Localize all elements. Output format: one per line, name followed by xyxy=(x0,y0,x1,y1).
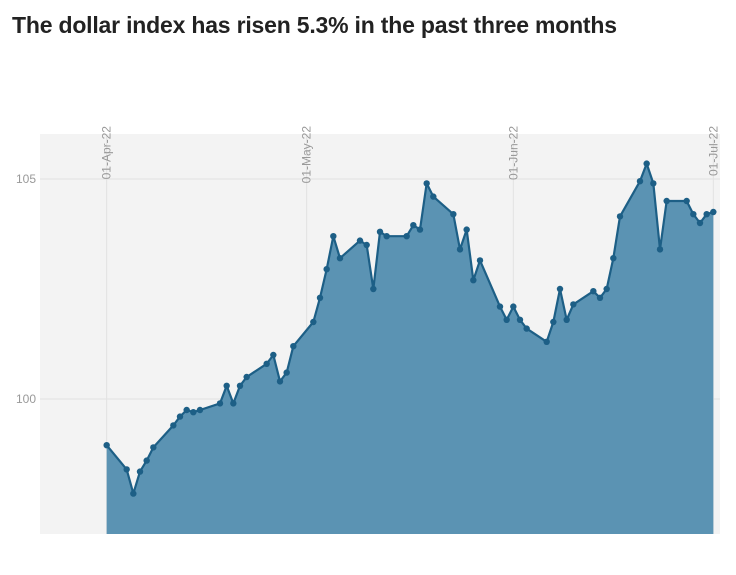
data-point xyxy=(283,369,290,376)
data-point xyxy=(603,285,610,293)
data-point xyxy=(270,351,277,359)
data-point xyxy=(370,285,377,293)
data-point xyxy=(290,343,297,350)
data-point xyxy=(336,255,344,262)
data-point xyxy=(223,382,230,389)
data-point xyxy=(656,246,664,253)
data-point xyxy=(696,219,704,227)
data-point xyxy=(190,409,197,416)
data-point xyxy=(383,233,390,240)
data-point xyxy=(236,382,244,389)
data-point xyxy=(596,294,604,301)
x-tick-label: 01-Jul-22 xyxy=(706,126,720,176)
data-point xyxy=(183,406,190,414)
data-point xyxy=(316,294,324,301)
data-point xyxy=(510,303,517,310)
data-point xyxy=(450,211,457,218)
data-point xyxy=(310,318,317,326)
data-point xyxy=(130,490,137,497)
data-point xyxy=(150,444,157,451)
x-tick-label: 01-Apr-22 xyxy=(100,126,114,180)
data-point xyxy=(170,422,177,429)
data-point xyxy=(430,193,437,200)
data-point xyxy=(636,178,644,185)
data-point xyxy=(196,406,204,414)
data-point xyxy=(123,466,130,473)
data-point xyxy=(456,246,464,253)
y-tick-label: 105 xyxy=(16,172,36,186)
data-point xyxy=(556,285,564,293)
y-axis-labels: 100 105 xyxy=(16,172,36,406)
series-line xyxy=(105,162,714,495)
data-point xyxy=(650,180,657,187)
data-point xyxy=(616,213,624,220)
data-point xyxy=(570,301,577,308)
data-point xyxy=(276,378,284,385)
data-point xyxy=(136,468,144,475)
data-point xyxy=(176,413,184,420)
data-point xyxy=(243,373,250,381)
data-point xyxy=(543,338,550,345)
data-point xyxy=(710,208,717,216)
x-tick-label: 01-Jun-22 xyxy=(506,126,520,180)
data-point xyxy=(683,197,690,205)
data-point xyxy=(476,257,484,264)
data-point xyxy=(230,400,237,407)
data-point xyxy=(416,226,424,233)
data-point xyxy=(143,457,150,464)
data-point xyxy=(470,277,477,284)
data-point xyxy=(216,400,224,407)
x-axis-labels: 01-Apr-22 01-May-22 01-Jun-22 01-Jul-22 xyxy=(100,126,721,184)
data-point xyxy=(590,288,597,295)
area-layer xyxy=(105,162,714,534)
data-point xyxy=(690,211,697,218)
data-point xyxy=(643,160,650,167)
data-point xyxy=(410,222,417,229)
x-tick-label: 01-May-22 xyxy=(300,126,314,184)
data-point xyxy=(263,360,270,367)
area-fill xyxy=(106,163,714,534)
data-point xyxy=(463,226,470,233)
data-point xyxy=(323,266,330,273)
chart-title: The dollar index has risen 5.3% in the p… xyxy=(12,12,617,38)
data-point xyxy=(496,303,504,310)
data-point xyxy=(523,325,530,332)
data-point xyxy=(330,233,337,240)
data-point xyxy=(516,316,524,323)
y-tick-label: 100 xyxy=(16,392,36,406)
data-point xyxy=(663,197,670,205)
data-point xyxy=(423,180,430,187)
data-point xyxy=(103,442,110,449)
data-point xyxy=(563,316,570,323)
data-point xyxy=(363,241,370,249)
data-point xyxy=(550,318,557,326)
data-point xyxy=(703,211,710,218)
data-point xyxy=(610,255,617,262)
data-point xyxy=(376,228,384,235)
data-point xyxy=(356,237,364,244)
points-layer xyxy=(103,160,717,497)
data-point xyxy=(503,316,510,323)
data-point xyxy=(403,233,410,240)
